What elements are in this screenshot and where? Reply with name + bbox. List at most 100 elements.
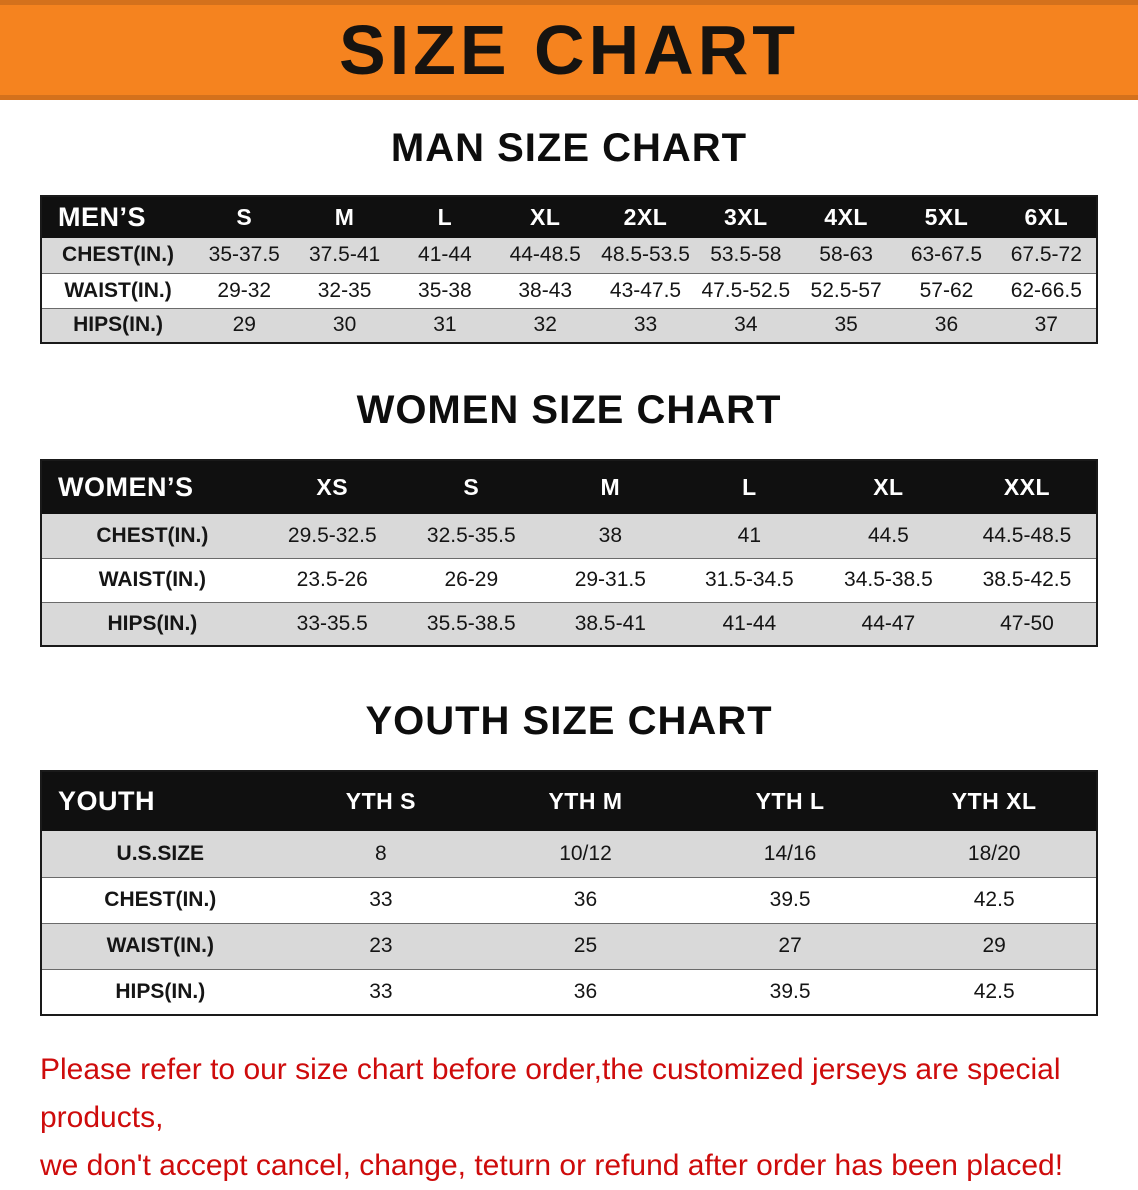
measurement-value-cell: 33: [278, 877, 484, 924]
size-header-cell: 2XL: [595, 196, 696, 238]
disclaimer-line-2: we don't accept cancel, change, teturn o…: [40, 1149, 1064, 1182]
measurement-row: U.S.SIZE 8 10/12 14/16 18/20: [41, 831, 1097, 878]
disclaimer-note: Please refer to our size chart before or…: [40, 1046, 1138, 1190]
measurement-value-cell: 41: [679, 514, 819, 559]
measurement-value-cell: 27: [687, 923, 893, 970]
measurement-value-cell: 32-35: [294, 273, 395, 309]
measurement-value-cell: 58-63: [795, 238, 897, 274]
measurement-value-cell: 44.5-48.5: [957, 514, 1097, 559]
measurement-value-cell: 63-67.5: [896, 238, 997, 274]
size-header-cell: XS: [262, 460, 402, 514]
measurement-row: HIPS(IN.) 29 30 31 32 33 34 35 36 37: [41, 308, 1097, 343]
measurement-value-cell: 57-62: [896, 273, 997, 309]
measurement-value-cell: 42.5: [973, 979, 1015, 1003]
measurement-value-cell: 34: [734, 313, 758, 337]
measurement-label-cell: WAIST(IN.): [41, 923, 279, 970]
measurement-value-cell: 18/20: [892, 831, 1097, 878]
measurement-value-cell: 67.5-72: [996, 238, 1097, 274]
measurement-label-cell: CHEST(IN.): [41, 514, 263, 559]
measurement-value-cell: 47-50: [1000, 611, 1054, 635]
measurement-value-cell: 31: [433, 313, 457, 337]
measurement-row: CHEST(IN.) 33 36 39.5 42.5: [41, 877, 1097, 924]
measurement-value-cell: 33: [369, 979, 393, 1003]
measurement-value-cell: 33: [633, 313, 658, 337]
size-header-cell: XL: [495, 196, 596, 238]
size-header-cell: S: [194, 196, 295, 238]
measurement-value-cell: 38: [540, 514, 680, 559]
measurement-value-cell: 37.5-41: [294, 238, 395, 274]
measurement-value-cell: 33-35.5: [296, 611, 368, 635]
measurement-row: WAIST(IN.) 23.5-26 26-29 29-31.5 31.5-34.5 34…: [41, 558, 1097, 603]
measurement-label-cell: WAIST(IN.): [41, 273, 195, 309]
table-header-row: MEN’S S M L XL 2XL 3XL 4XL 5XL 6XL: [41, 196, 1097, 238]
youth-section-heading: YOUTH SIZE CHART: [365, 699, 773, 743]
measurement-value-cell: 52.5-57: [795, 273, 897, 309]
measurement-value-cell: 31.5-34.5: [679, 558, 819, 603]
size-header-cell: M: [294, 196, 395, 238]
measurement-value-cell: 47.5-52.5: [695, 273, 796, 309]
measurement-value-cell: 29.5-32.5: [262, 514, 402, 559]
table-header-row: WOMEN’S XS S M L XL XXL: [41, 460, 1097, 514]
measurement-value-cell: 62-66.5: [996, 273, 1097, 309]
section-men: MAN SIZE CHART MEN’S S M L XL 2XL 3XL 4XL 5XL 6XL…: [0, 126, 1138, 344]
section-youth: YOUTH SIZE CHART YOUTH YTH S YTH M YTH L YTH…: [0, 699, 1138, 1016]
measurement-value-cell: 23.5-26: [262, 558, 402, 603]
size-header-cell: 4XL: [795, 196, 897, 238]
size-header-cell: M: [540, 460, 680, 514]
measurement-value-cell: 8: [278, 831, 484, 878]
measurement-value-cell: 25: [483, 923, 688, 970]
measurement-value-cell: 41-44: [722, 611, 777, 635]
measurement-value-cell: 42.5: [892, 877, 1097, 924]
measurement-value-cell: 29: [232, 313, 256, 337]
section-women: WOMEN SIZE CHART WOMEN’S XS S M L XL XXL CHEST(…: [0, 388, 1138, 647]
measurement-value-cell: 38.5-42.5: [957, 558, 1097, 603]
measurement-value-cell: 35-37.5: [194, 238, 295, 274]
measurement-value-cell: 30: [332, 313, 357, 337]
measurement-value-cell: 38-43: [495, 273, 596, 309]
size-header-cell: YTH XL: [892, 771, 1097, 831]
measurement-value-cell: 38.5-41: [574, 611, 646, 635]
measurement-row: CHEST(IN.) 35-37.5 37.5-41 41-44 44-48.5 48.5…: [41, 238, 1097, 274]
banner: SIZE CHART: [0, 0, 1138, 100]
women-size-table: WOMEN’S XS S M L XL XXL CHEST(IN.) 29.5-32.5 32.5…: [40, 459, 1098, 647]
measurement-label-cell: HIPS(IN.): [115, 979, 206, 1003]
size-header-cell: S: [401, 460, 541, 514]
measurement-row: CHEST(IN.) 29.5-32.5 32.5-35.5 38 41 44.5 44.5…: [41, 514, 1097, 559]
men-section-heading: MAN SIZE CHART: [390, 126, 748, 170]
measurement-value-cell: 10/12: [483, 831, 688, 878]
size-header-cell: XXL: [957, 460, 1097, 514]
measurement-value-cell: 44-47: [861, 611, 916, 635]
measurement-row: HIPS(IN.) 33-35.5 35.5-38.5 38.5-41 41-44 44-…: [41, 602, 1097, 646]
measurement-value-cell: 53.5-58: [695, 238, 796, 274]
measurement-value-cell: 14/16: [687, 831, 893, 878]
measurement-label-cell: HIPS(IN.): [73, 313, 163, 337]
measurement-value-cell: 37: [1034, 313, 1058, 337]
measurement-value-cell: 35: [834, 313, 858, 337]
size-header-cell: YTH L: [687, 771, 893, 831]
size-header-cell: YTH S: [278, 771, 484, 831]
measurement-value-cell: 36: [934, 313, 959, 337]
measurement-value-cell: 44-48.5: [495, 238, 596, 274]
table-title-cell: YOUTH: [41, 771, 279, 831]
page-title: SIZE CHART: [339, 11, 799, 89]
measurement-value-cell: 32: [533, 313, 557, 337]
measurement-label-cell: CHEST(IN.): [41, 877, 279, 924]
measurement-row: WAIST(IN.) 23 25 27 29: [41, 923, 1097, 970]
size-header-cell: L: [394, 196, 496, 238]
measurement-value-cell: 23: [278, 923, 484, 970]
measurement-value-cell: 43-47.5: [595, 273, 696, 309]
measurement-value-cell: 48.5-53.5: [595, 238, 696, 274]
size-header-cell: 6XL: [996, 196, 1097, 238]
measurement-value-cell: 32.5-35.5: [401, 514, 541, 559]
measurement-label-cell: U.S.SIZE: [41, 831, 279, 878]
table-title-cell: WOMEN’S: [41, 460, 263, 514]
youth-size-table: YOUTH YTH S YTH M YTH L YTH XL U.S.SIZE 8 10/12…: [40, 770, 1098, 1016]
measurement-row: WAIST(IN.) 29-32 32-35 35-38 38-43 43-47.5 47.…: [41, 273, 1097, 309]
measurement-value-cell: 29-32: [194, 273, 295, 309]
men-size-table: MEN’S S M L XL 2XL 3XL 4XL 5XL 6XL CHEST(IN.) 35-37…: [40, 195, 1098, 344]
size-header-cell: XL: [818, 460, 958, 514]
measurement-value-cell: 35.5-38.5: [426, 611, 516, 635]
measurement-value-cell: 29-31.5: [540, 558, 680, 603]
measurement-value-cell: 29: [892, 923, 1097, 970]
